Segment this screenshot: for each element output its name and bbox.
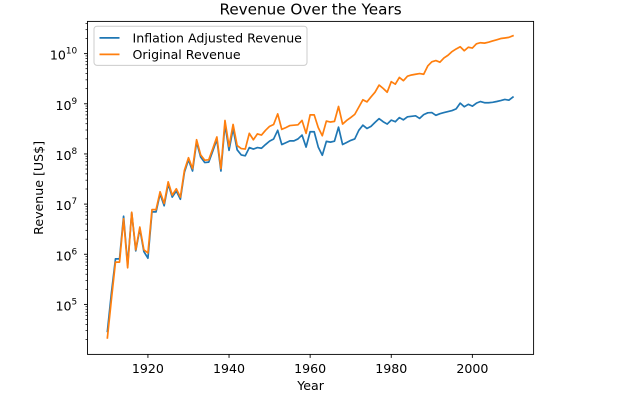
y-tick-label-1e8: 108 (56, 147, 78, 163)
x-tick-label-1940: 1940 (213, 361, 245, 376)
series-line-inflation-adjusted-revenue (106, 95, 515, 333)
x-tick-label-2000: 2000 (456, 361, 488, 376)
legend-frame (93, 25, 308, 66)
x-tick-labels: 1920 1940 1960 1980 2000 (132, 361, 488, 376)
y-tick-label-1e9: 109 (56, 97, 78, 113)
x-axis-label: Year (296, 378, 324, 393)
y-tick-label-1e10: 1010 (50, 47, 78, 63)
y-tick-labels: 105 106 107 108 109 1010 (50, 47, 78, 314)
y-tick-label-1e7: 107 (56, 197, 78, 213)
legend: Inflation Adjusted Revenue Original Reve… (93, 25, 308, 66)
series-lines (106, 34, 515, 339)
legend-label-inflation-adjusted: Inflation Adjusted Revenue (133, 31, 303, 46)
legend-label-original: Original Revenue (133, 47, 241, 62)
y-major-ticks (84, 53, 88, 305)
chart-title: Revenue Over the Years (219, 1, 401, 19)
x-tick-label-1960: 1960 (294, 361, 326, 376)
axes-frame (87, 20, 535, 355)
x-tick-label-1980: 1980 (375, 361, 407, 376)
x-major-ticks (147, 354, 473, 358)
y-tick-label-1e5: 105 (56, 297, 78, 313)
y-axis-label: Revenue [US$] (31, 141, 46, 235)
x-tick-label-1920: 1920 (132, 361, 164, 376)
series-line-original-revenue (106, 34, 515, 339)
y-tick-label-1e6: 106 (56, 247, 78, 263)
